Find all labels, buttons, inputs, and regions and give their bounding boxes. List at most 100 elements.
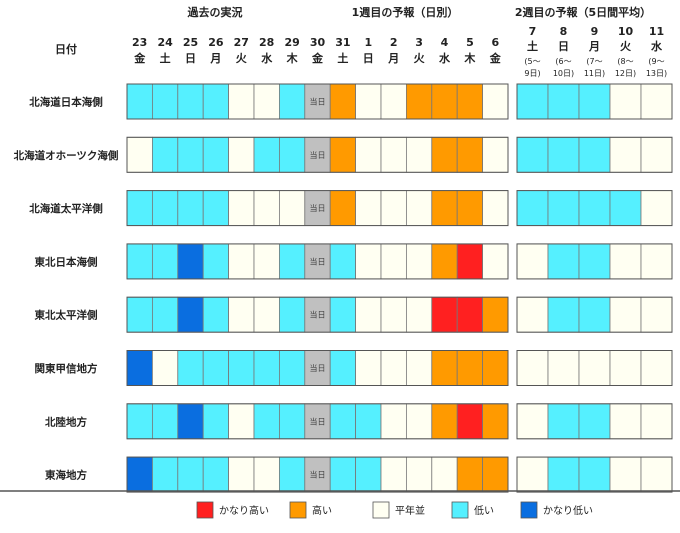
day-weekday-label: 月 bbox=[209, 52, 221, 65]
daily-cell bbox=[202, 83, 229, 120]
week2-weekday-label: 日 bbox=[558, 40, 569, 53]
week2-cell bbox=[578, 83, 611, 120]
week2-weekday-label: 火 bbox=[620, 40, 632, 53]
week2-cell bbox=[516, 83, 549, 120]
daily-cell bbox=[380, 136, 407, 173]
daily-cell bbox=[405, 403, 433, 440]
day-date-label: 5 bbox=[466, 36, 474, 49]
day-date-label: 30 bbox=[310, 36, 326, 49]
legend-swatch bbox=[289, 501, 307, 519]
daily-cell bbox=[177, 243, 204, 280]
daily-cell bbox=[380, 190, 407, 227]
daily-cell bbox=[355, 403, 382, 440]
daily-cell bbox=[304, 83, 331, 120]
daily-cell bbox=[431, 136, 458, 173]
daily-cell bbox=[380, 350, 407, 386]
daily-cell bbox=[482, 243, 509, 280]
header-past: 過去の実況 bbox=[187, 5, 243, 19]
week2-cell bbox=[640, 136, 673, 173]
day-date-label: 4 bbox=[441, 36, 449, 49]
daily-cell bbox=[278, 190, 306, 227]
daily-cell bbox=[482, 190, 509, 227]
daily-cell bbox=[431, 456, 458, 493]
daily-cell bbox=[380, 83, 407, 120]
daily-cell bbox=[405, 296, 433, 333]
daily-cell bbox=[202, 296, 229, 333]
daily-cell bbox=[126, 243, 153, 280]
daily-cell bbox=[456, 403, 484, 440]
week2-block-frame bbox=[516, 350, 673, 386]
week2-cell bbox=[640, 403, 673, 440]
daily-cell bbox=[380, 403, 407, 440]
week2-date-label: 9 bbox=[591, 25, 599, 38]
week2-block-frame bbox=[516, 83, 673, 120]
day-date-label: 23 bbox=[132, 36, 147, 49]
daily-cell bbox=[228, 243, 255, 280]
daily-block-frame bbox=[126, 243, 509, 280]
week2-range-start: (6〜 bbox=[555, 57, 571, 66]
daily-cell bbox=[177, 403, 204, 440]
daily-cell bbox=[482, 83, 509, 120]
legend-swatch bbox=[451, 501, 469, 519]
week2-range-end: 12日) bbox=[615, 69, 636, 78]
week2-cell bbox=[640, 350, 673, 386]
daily-block-frame bbox=[126, 190, 509, 227]
daily-cell bbox=[355, 243, 382, 280]
week2-range-start: (7〜 bbox=[586, 57, 602, 66]
week2-range-end: 13日) bbox=[646, 69, 667, 78]
daily-cell bbox=[456, 456, 484, 493]
daily-cell bbox=[151, 83, 179, 120]
daily-cell bbox=[126, 83, 153, 120]
daily-block-frame bbox=[126, 136, 509, 173]
week2-cell bbox=[640, 243, 673, 280]
week2-date-label: 11 bbox=[649, 25, 664, 38]
week2-cell bbox=[640, 190, 673, 227]
week2-date-label: 8 bbox=[560, 25, 568, 38]
region-label: 北海道太平洋側 bbox=[29, 202, 103, 215]
day-date-label: 25 bbox=[183, 36, 198, 49]
daily-cell bbox=[405, 456, 433, 493]
day-date-label: 27 bbox=[234, 36, 249, 49]
daily-cell bbox=[177, 456, 204, 493]
week2-cell bbox=[609, 243, 642, 280]
daily-cell bbox=[126, 403, 153, 440]
daily-cell bbox=[228, 350, 255, 386]
daily-cell bbox=[431, 243, 458, 280]
day-date-label: 24 bbox=[157, 36, 173, 49]
today-cell-label: 当日 bbox=[310, 150, 326, 160]
today-cell-label: 当日 bbox=[310, 363, 326, 373]
week2-cell bbox=[516, 296, 549, 333]
week2-cell bbox=[609, 83, 642, 120]
week2-range-end: 9日) bbox=[524, 69, 540, 78]
daily-cell bbox=[431, 296, 458, 333]
day-weekday-label: 日 bbox=[363, 52, 374, 65]
daily-cell bbox=[228, 83, 255, 120]
daily-cell bbox=[482, 136, 509, 173]
daily-cell bbox=[278, 243, 306, 280]
week2-cell bbox=[516, 403, 549, 440]
daily-cell bbox=[304, 456, 331, 493]
legend-label: かなり高い bbox=[219, 504, 269, 517]
daily-cell bbox=[329, 350, 357, 386]
legend-label: かなり低い bbox=[543, 504, 593, 517]
daily-cell bbox=[202, 136, 229, 173]
week2-cell bbox=[578, 296, 611, 333]
daily-cell bbox=[151, 243, 179, 280]
daily-cell bbox=[355, 296, 382, 333]
daily-cell bbox=[126, 296, 153, 333]
daily-cell bbox=[355, 350, 382, 386]
daily-cell bbox=[228, 136, 255, 173]
daily-cell bbox=[482, 296, 509, 333]
week2-block-frame bbox=[516, 456, 673, 493]
legend-label: 平年並 bbox=[395, 504, 425, 517]
daily-cell bbox=[253, 403, 280, 440]
today-cell-label: 当日 bbox=[310, 203, 326, 213]
daily-cell bbox=[151, 296, 179, 333]
week2-cell bbox=[516, 243, 549, 280]
daily-cell bbox=[151, 136, 179, 173]
region-label: 東海地方 bbox=[45, 469, 87, 482]
legend: かなり高い 高い 平年並 低い かなり低い bbox=[196, 501, 593, 519]
region-row: 東北日本海側 当日 bbox=[35, 243, 673, 280]
daily-cell bbox=[380, 243, 407, 280]
daily-cell bbox=[482, 456, 509, 493]
